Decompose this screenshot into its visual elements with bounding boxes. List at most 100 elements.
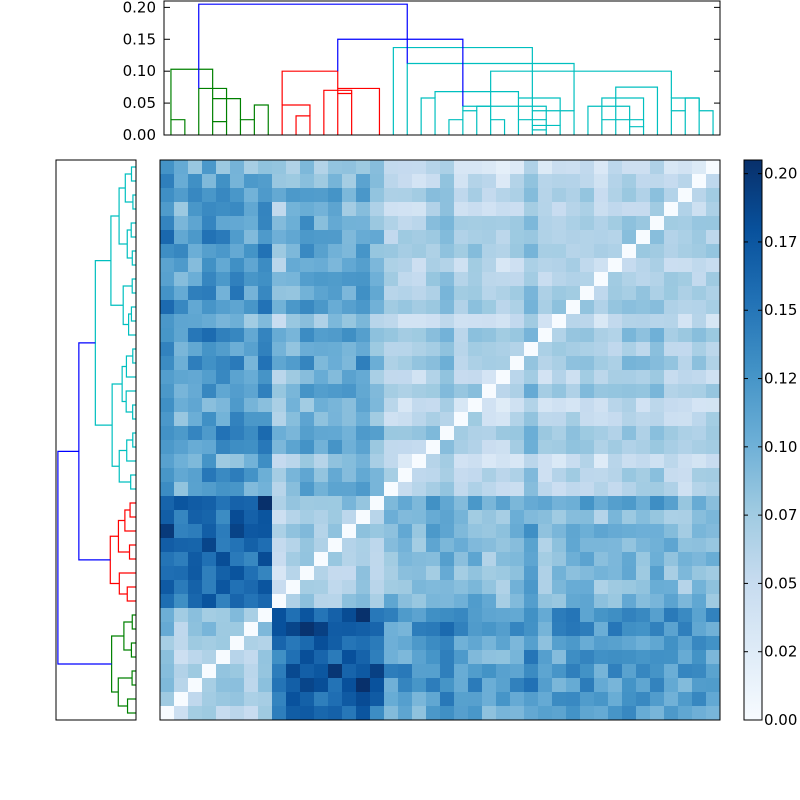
heatmap-cell xyxy=(706,370,721,385)
heatmap-cell xyxy=(160,286,175,301)
heatmap-cell xyxy=(174,216,189,231)
heatmap-cell xyxy=(398,216,413,231)
heatmap-cell xyxy=(566,552,581,567)
heatmap-cell xyxy=(258,594,273,609)
heatmap-cell xyxy=(370,216,385,231)
heatmap-cell xyxy=(636,594,651,609)
heatmap-cell xyxy=(412,426,427,441)
heatmap-cell xyxy=(440,188,455,203)
heatmap-cell xyxy=(566,510,581,525)
heatmap-cell xyxy=(580,272,595,287)
heatmap-cell xyxy=(426,524,441,539)
heatmap-cell xyxy=(160,580,175,595)
heatmap-cell xyxy=(188,356,203,371)
heatmap-cell xyxy=(678,384,693,399)
heatmap-cell xyxy=(706,580,721,595)
left-dendrogram-link xyxy=(117,677,133,707)
heatmap-cell xyxy=(258,468,273,483)
heatmap-cell xyxy=(300,342,315,357)
heatmap-cell xyxy=(230,202,245,217)
heatmap-cell xyxy=(328,230,343,245)
heatmap-cell xyxy=(706,258,721,273)
heatmap-cell xyxy=(594,454,609,469)
top-dendrogram-link xyxy=(170,119,186,135)
heatmap-cell xyxy=(384,692,399,707)
heatmap-cell xyxy=(300,328,315,343)
heatmap-cell xyxy=(678,706,693,721)
heatmap-cell xyxy=(300,468,315,483)
heatmap-cell xyxy=(678,244,693,259)
heatmap-cell xyxy=(524,650,539,665)
heatmap-cell xyxy=(188,244,203,259)
heatmap-cell xyxy=(230,692,245,707)
heatmap-cell xyxy=(454,342,469,357)
heatmap-cell xyxy=(468,552,483,567)
heatmap-cell xyxy=(664,524,679,539)
heatmap-cell xyxy=(706,300,721,315)
heatmap-cell xyxy=(594,160,609,175)
heatmap-cell xyxy=(160,552,175,567)
heatmap-cell xyxy=(692,678,707,693)
heatmap-cell xyxy=(664,426,679,441)
heatmap-cell xyxy=(664,230,679,245)
heatmap-cell xyxy=(328,622,343,637)
heatmap-cell xyxy=(244,636,259,651)
heatmap-cell xyxy=(230,384,245,399)
left-dendrogram-link xyxy=(130,642,136,658)
heatmap-cell xyxy=(328,440,343,455)
heatmap-cell xyxy=(384,510,399,525)
heatmap-cell xyxy=(510,356,525,371)
heatmap-cell xyxy=(216,650,231,665)
heatmap-cell xyxy=(426,398,441,413)
heatmap-cell xyxy=(454,580,469,595)
heatmap-cell xyxy=(216,426,231,441)
heatmap-cell xyxy=(286,608,301,623)
heatmap-cell xyxy=(258,538,273,553)
heatmap-cell xyxy=(580,482,595,497)
left-dendrogram-link xyxy=(78,342,111,561)
heatmap-cell xyxy=(160,328,175,343)
heatmap-cell xyxy=(524,692,539,707)
heatmap-cell xyxy=(678,622,693,637)
heatmap-cell xyxy=(594,272,609,287)
heatmap-cell xyxy=(636,258,651,273)
heatmap-cell xyxy=(398,566,413,581)
heatmap-cell xyxy=(328,468,343,483)
heatmap-cell xyxy=(496,566,511,581)
heatmap-cell xyxy=(454,650,469,665)
heatmap-cell xyxy=(370,678,385,693)
heatmap-cell xyxy=(202,678,217,693)
heatmap-cell xyxy=(622,664,637,679)
heatmap-cell xyxy=(174,622,189,637)
heatmap-cell xyxy=(314,510,329,525)
heatmap-cell xyxy=(398,384,413,399)
heatmap-cell xyxy=(622,272,637,287)
heatmap-cell xyxy=(482,552,497,567)
heatmap-cell xyxy=(678,566,693,581)
heatmap-cell xyxy=(622,216,637,231)
heatmap-cell xyxy=(244,650,259,665)
heatmap-cell xyxy=(678,398,693,413)
heatmap-cell xyxy=(706,314,721,329)
heatmap-cell xyxy=(426,496,441,511)
heatmap-cell xyxy=(538,356,553,371)
heatmap-cell xyxy=(286,272,301,287)
heatmap-cell xyxy=(216,384,231,399)
heatmap-cell xyxy=(524,538,539,553)
heatmap-cell xyxy=(692,454,707,469)
heatmap-cell xyxy=(300,566,315,581)
heatmap-cell xyxy=(244,342,259,357)
heatmap-cell xyxy=(608,286,623,301)
heatmap-cell xyxy=(594,496,609,511)
heatmap-frame xyxy=(159,159,721,721)
heatmap-cell xyxy=(356,538,371,553)
heatmap-cell xyxy=(230,468,245,483)
heatmap-cell xyxy=(244,244,259,259)
heatmap-cell xyxy=(636,538,651,553)
heatmap-cell xyxy=(496,398,511,413)
heatmap-cell xyxy=(230,398,245,413)
heatmap-cell xyxy=(454,174,469,189)
heatmap-cell xyxy=(622,398,637,413)
heatmap-cell xyxy=(286,496,301,511)
heatmap-cell xyxy=(426,594,441,609)
